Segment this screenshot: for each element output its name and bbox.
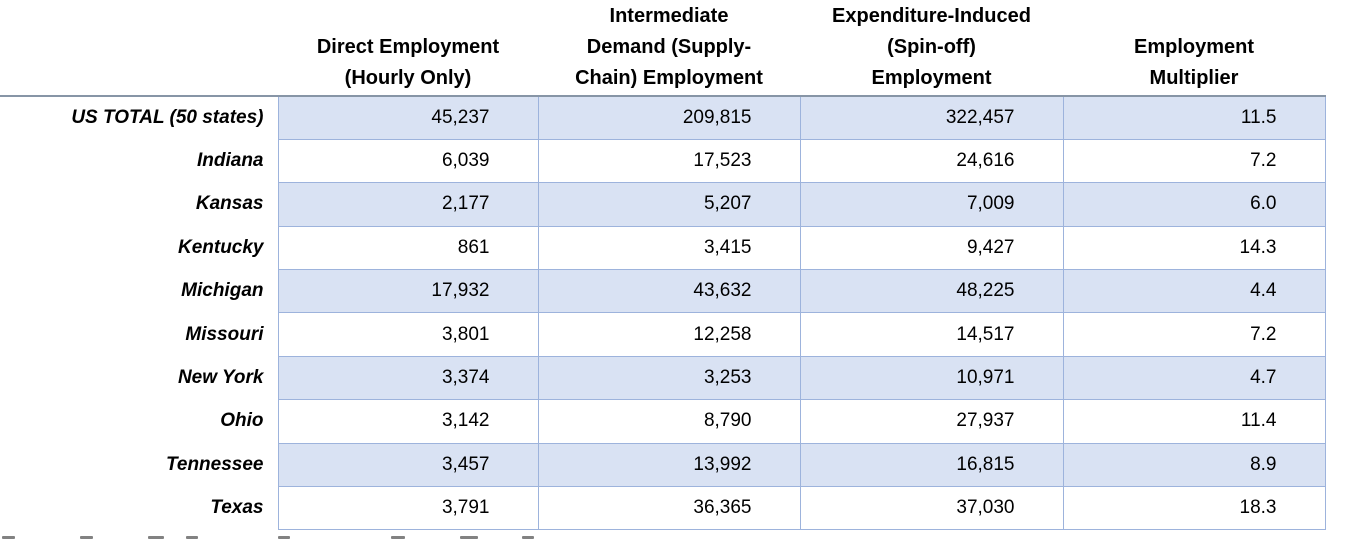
cutoff-caption-sliver [0,535,620,540]
data-cell: 2,177 [277,182,539,227]
data-cell: 45,237 [277,95,539,140]
data-cell: 24,616 [799,138,1064,184]
table-row: New York 3,374 3,253 10,971 4.7 [0,355,1326,401]
data-cell: 322,457 [799,95,1064,140]
data-cell: 6.0 [1062,182,1326,227]
data-cell: 3,415 [537,225,801,271]
data-cell: 37,030 [799,486,1064,531]
data-cell: 3,791 [277,486,539,531]
header-row: Direct Employment (Hourly Only) Intermed… [0,0,1325,97]
data-cell: 8.9 [1062,442,1326,488]
data-cell: 14.3 [1062,225,1326,271]
data-cell: 3,142 [277,399,539,444]
data-cell: 10,971 [799,355,1064,401]
data-cell: 7,009 [799,182,1064,227]
data-cell: 17,523 [537,138,801,184]
row-label: New York [0,356,278,400]
table-body: US TOTAL (50 states) 45,237 209,815 322,457… [0,95,1326,531]
table-header: Direct Employment (Hourly Only) Intermed… [0,0,1325,97]
data-cell: 13,992 [537,442,801,488]
data-cell: 9,427 [799,225,1064,271]
data-cell: 11.5 [1062,95,1326,140]
column-header-expenditure-induced: Expenditure-Induced (Spin-off) Employmen… [800,0,1063,97]
data-cell: 3,374 [277,355,539,401]
table-row: Kansas 2,177 5,207 7,009 6.0 [0,182,1326,227]
data-cell: 861 [277,225,539,271]
row-label: US TOTAL (50 states) [0,96,278,140]
data-cell: 209,815 [537,95,801,140]
row-label: Missouri [0,312,278,357]
row-label: Kentucky [0,226,278,270]
data-cell: 4.4 [1062,269,1326,314]
column-header-direct-employment: Direct Employment (Hourly Only) [278,0,538,97]
data-cell: 8,790 [537,399,801,444]
data-cell: 48,225 [799,269,1064,314]
data-cell: 12,258 [537,312,801,357]
table-row: Kentucky 861 3,415 9,427 14.3 [0,225,1326,271]
data-cell: 3,801 [277,312,539,357]
data-cell: 27,937 [799,399,1064,444]
table-row: US TOTAL (50 states) 45,237 209,815 322,457… [0,95,1326,140]
data-cell: 43,632 [537,269,801,314]
table-row: Ohio 3,142 8,790 27,937 11.4 [0,399,1326,444]
data-cell: 16,815 [799,442,1064,488]
data-cell: 3,253 [537,355,801,401]
data-cell: 5,207 [537,182,801,227]
corner-cell [0,0,278,97]
row-label: Tennessee [0,443,278,487]
data-cell: 6,039 [277,138,539,184]
data-cell: 17,932 [277,269,539,314]
data-cell: 7.2 [1062,138,1326,184]
row-label: Michigan [0,269,278,313]
table-row: Tennessee 3,457 13,992 16,815 8.9 [0,442,1326,488]
data-cell: 11.4 [1062,399,1326,444]
table-row: Michigan 17,932 43,632 48,225 4.4 [0,269,1326,314]
row-label: Texas [0,486,278,530]
table-row: Texas 3,791 36,365 37,030 18.3 [0,486,1326,531]
row-label: Ohio [0,399,278,444]
data-cell: 18.3 [1062,486,1326,531]
data-cell: 7.2 [1062,312,1326,357]
column-header-employment-multiplier: Employment Multiplier [1063,0,1325,97]
employment-table: Direct Employment (Hourly Only) Intermed… [0,0,1326,531]
data-cell: 14,517 [799,312,1064,357]
column-header-intermediate-demand: Intermediate Demand (Supply- Chain) Empl… [538,0,800,97]
employment-table-container: Direct Employment (Hourly Only) Intermed… [0,0,1326,531]
row-label: Kansas [0,182,278,227]
data-cell: 36,365 [537,486,801,531]
data-cell: 3,457 [277,442,539,488]
table-row: Missouri 3,801 12,258 14,517 7.2 [0,312,1326,357]
data-cell: 4.7 [1062,355,1326,401]
table-row: Indiana 6,039 17,523 24,616 7.2 [0,138,1326,184]
row-label: Indiana [0,139,278,183]
